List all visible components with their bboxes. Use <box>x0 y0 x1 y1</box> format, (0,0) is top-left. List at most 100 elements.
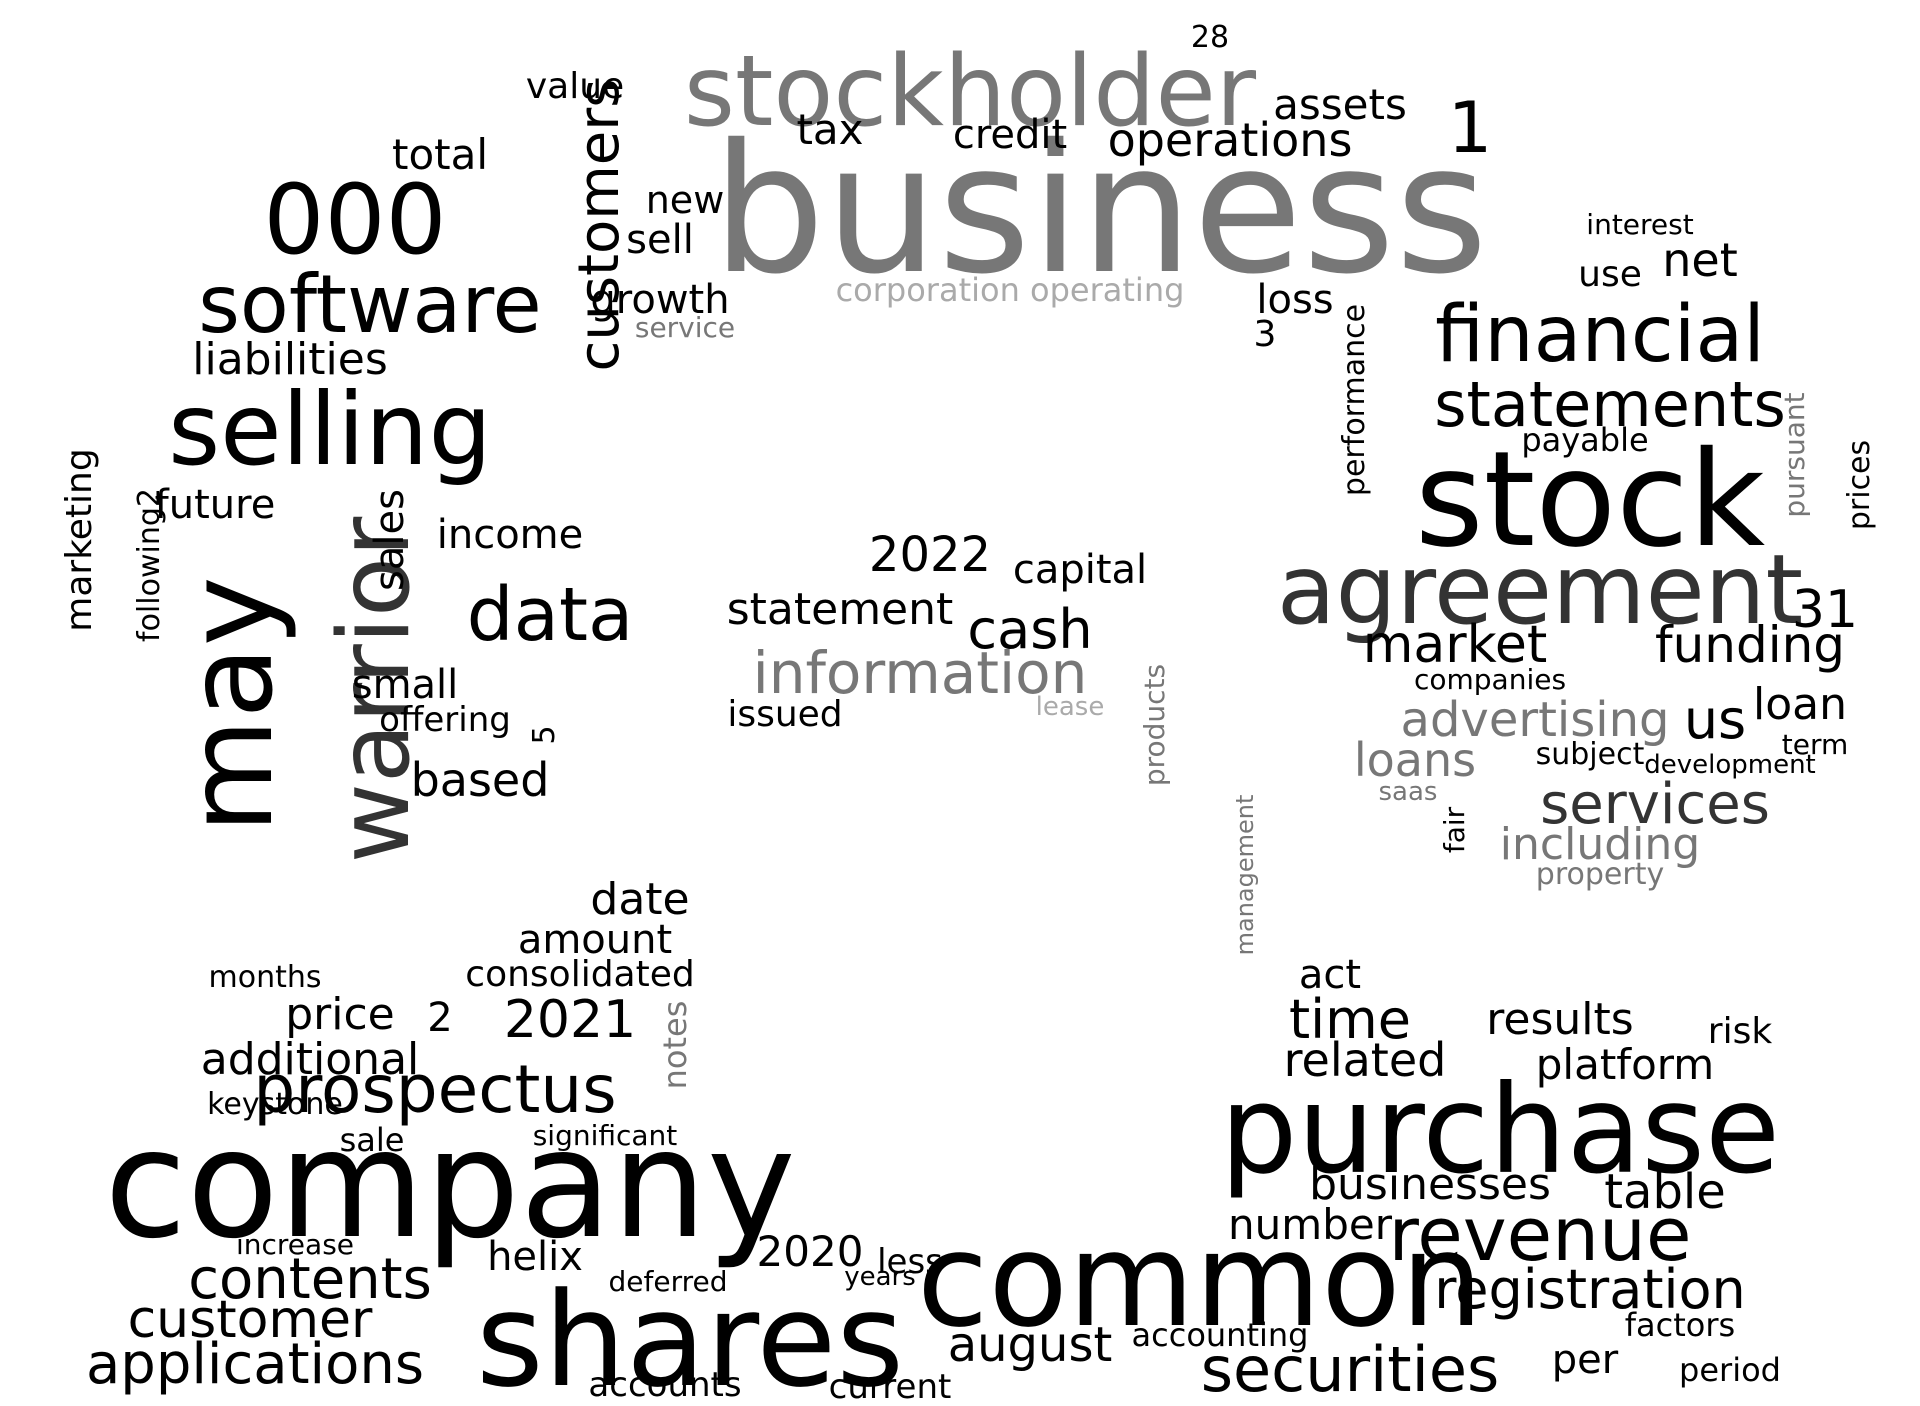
cloud-word: products <box>1138 663 1171 787</box>
cloud-word: results <box>1486 994 1634 1045</box>
cloud-word: data <box>466 572 634 658</box>
cloud-word: may <box>161 576 299 834</box>
cloud-word: factors <box>1624 1306 1736 1344</box>
cloud-word: market <box>1362 615 1548 675</box>
cloud-word: including <box>1499 819 1701 870</box>
cloud-word: common <box>916 1204 1484 1356</box>
cloud-word: purchase <box>1219 1059 1781 1201</box>
cloud-word: development <box>1644 750 1816 780</box>
cloud-word: accounting <box>1131 1316 1309 1354</box>
cloud-word: interest <box>1586 208 1694 241</box>
cloud-word: 5 <box>527 725 562 745</box>
cloud-word: stock <box>1414 423 1766 577</box>
cloud-word: software <box>198 258 542 351</box>
cloud-word: us <box>1683 688 1747 751</box>
cloud-word: 31 <box>1791 580 1859 640</box>
cloud-word: pursuant <box>1778 392 1811 518</box>
cloud-word: notes <box>656 1000 694 1090</box>
cloud-word: revenue <box>1388 1192 1692 1278</box>
cloud-word: loss <box>1256 277 1334 323</box>
cloud-word: 000 <box>263 164 447 276</box>
cloud-word: increase <box>235 1228 355 1261</box>
cloud-word: cash <box>967 598 1093 661</box>
cloud-word: act <box>1298 952 1362 998</box>
cloud-word: 1 <box>1447 87 1493 169</box>
cloud-word: saas <box>1378 777 1438 807</box>
cloud-word: funding <box>1654 616 1846 674</box>
cloud-word: platform <box>1535 1040 1715 1089</box>
cloud-word: operations <box>1107 113 1353 167</box>
cloud-word: offering <box>379 700 511 740</box>
cloud-word: business <box>712 106 1488 313</box>
cloud-word: contents <box>188 1247 432 1312</box>
cloud-word: management <box>1231 794 1259 956</box>
cloud-word: customer <box>127 1290 373 1350</box>
cloud-word: companies <box>1413 663 1567 696</box>
cloud-word: table <box>1604 1164 1726 1220</box>
cloud-word: 2 <box>427 995 453 1041</box>
cloud-word: advertising <box>1400 692 1670 748</box>
cloud-word: stockholder <box>683 35 1257 149</box>
cloud-word: statements <box>1434 368 1786 441</box>
cloud-word: securities <box>1200 1333 1500 1406</box>
cloud-word: based <box>410 753 550 807</box>
cloud-word: credit <box>952 112 1068 158</box>
cloud-word: less <box>877 1242 943 1282</box>
cloud-word: income <box>436 512 584 558</box>
cloud-word: assets <box>1273 80 1407 129</box>
cloud-word: consolidated <box>465 954 695 995</box>
cloud-word: sell <box>626 217 694 263</box>
cloud-word: current <box>828 1367 952 1406</box>
cloud-word: performance <box>1337 303 1372 497</box>
cloud-word: payable <box>1521 421 1649 459</box>
cloud-word: prospectus <box>253 1051 617 1128</box>
cloud-word: tax <box>796 105 864 154</box>
cloud-word: significant <box>532 1119 678 1152</box>
cloud-word: information <box>752 639 1088 707</box>
cloud-word: statement <box>726 584 954 635</box>
cloud-word: new <box>645 178 725 222</box>
cloud-word: liabilities <box>192 334 388 385</box>
cloud-word: future <box>154 482 276 528</box>
cloud-word: use <box>1578 254 1642 295</box>
cloud-word: capital <box>1012 547 1148 593</box>
cloud-word: customers <box>567 78 632 372</box>
cloud-word: service <box>634 311 736 344</box>
cloud-word: lease <box>1035 692 1105 722</box>
cloud-word: time <box>1288 988 1412 1051</box>
cloud-word: per <box>1551 1337 1619 1383</box>
cloud-word: company <box>104 1098 796 1272</box>
cloud-word: shares <box>475 1264 905 1406</box>
cloud-word: registration <box>1434 1258 1746 1321</box>
cloud-word: related <box>1283 1033 1447 1087</box>
cloud-word: marketing <box>59 448 100 632</box>
cloud-word: risk <box>1707 1011 1773 1052</box>
cloud-word: services <box>1540 772 1770 837</box>
cloud-word: august <box>947 1317 1113 1373</box>
cloud-word: 28 <box>1190 20 1230 55</box>
cloud-word: date <box>590 874 690 925</box>
cloud-word: loan <box>1753 679 1847 730</box>
cloud-word: businesses <box>1309 1159 1551 1210</box>
cloud-word: 2022 <box>868 527 992 583</box>
cloud-word: deferred <box>608 1265 728 1298</box>
cloud-word: subject <box>1535 737 1645 772</box>
cloud-word: additional <box>200 1034 420 1085</box>
cloud-word: corporation operating <box>835 271 1185 309</box>
cloud-word: value <box>525 66 625 107</box>
cloud-word: period <box>1679 1351 1781 1389</box>
cloud-word: net <box>1662 233 1738 287</box>
cloud-word: prices <box>1842 439 1877 531</box>
cloud-word: price <box>285 989 395 1040</box>
cloud-word: term <box>1781 728 1849 761</box>
cloud-word: total <box>391 130 489 179</box>
cloud-word: financial <box>1435 290 1765 380</box>
cloud-word: property <box>1535 857 1665 892</box>
cloud-word: growth <box>590 277 730 323</box>
cloud-word: agreement <box>1276 534 1804 646</box>
cloud-word: number <box>1228 1200 1392 1249</box>
cloud-word: fair <box>1438 806 1471 854</box>
cloud-word: sale <box>339 1121 405 1159</box>
cloud-word: small <box>351 662 459 708</box>
